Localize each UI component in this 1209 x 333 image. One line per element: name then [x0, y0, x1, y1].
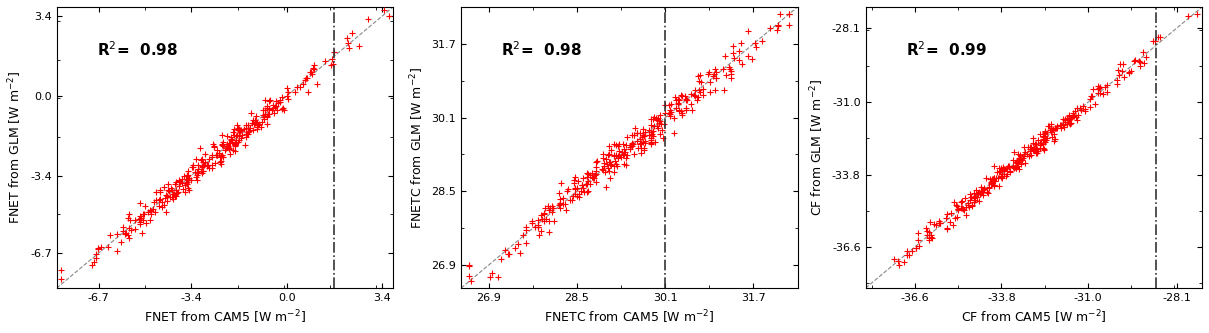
Y-axis label: FNET from GLM [W m$^{-2}$]: FNET from GLM [W m$^{-2}$] [7, 71, 24, 224]
Text: R$^2$=  0.99: R$^2$= 0.99 [906, 41, 987, 59]
Y-axis label: FNETC from GLM [W m$^{-2}$]: FNETC from GLM [W m$^{-2}$] [409, 67, 426, 228]
Text: R$^2$=  0.98: R$^2$= 0.98 [97, 41, 178, 59]
Text: R$^2$=  0.98: R$^2$= 0.98 [502, 41, 583, 59]
Y-axis label: CF from GLM [W m$^{-2}$]: CF from GLM [W m$^{-2}$] [809, 79, 826, 216]
X-axis label: CF from CAM5 [W m$^{-2}$]: CF from CAM5 [W m$^{-2}$] [961, 308, 1106, 326]
X-axis label: FNETC from CAM5 [W m$^{-2}$]: FNETC from CAM5 [W m$^{-2}$] [544, 308, 715, 326]
X-axis label: FNET from CAM5 [W m$^{-2}$]: FNET from CAM5 [W m$^{-2}$] [144, 308, 306, 326]
